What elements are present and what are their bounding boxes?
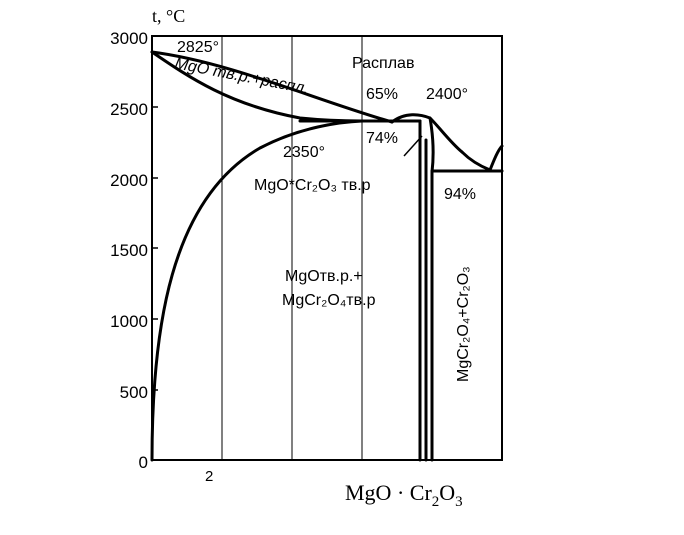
annotation-2825: 2825° [177,39,219,56]
y-tick-label: 1000 [110,312,148,331]
region-label-mgo-melt: MgO тв.р.+распл. [173,55,310,98]
annotation-2400: 2400° [426,86,468,103]
region-label-spinel-ss: MgO*Cr₂O₃ тв.р [254,177,371,194]
y-tick-label: 1500 [110,241,148,260]
y-tick-label: 500 [120,383,148,402]
region-label-mgo-spinel-line2: MgCr₂O₄тв.р [282,292,376,309]
region-label-mgo-spinel-line1: MgOтв.р.+ [285,268,363,285]
cr2o3-liquidus [460,144,504,172]
vertical-grid [221,36,363,460]
region-label-melt: Расплав [352,55,414,72]
annotation-2350: 2350° [283,144,325,161]
y-tick-label: 2000 [110,171,148,190]
x-tick-label: 2 [205,468,213,485]
liquidus-curve [150,50,394,124]
annotation-74: 74% [366,130,398,147]
leader-line-74 [403,135,423,157]
region-label-spinel-cr2o3: MgCr₂O₄+Cr₂O₃ [455,266,472,382]
compound-label: MgO · Cr2O3 [345,480,463,510]
annotation-94: 94% [444,186,476,203]
annotation-65: 65% [366,86,398,103]
y-axis-title: t, °C [152,6,185,26]
y-tick-label: 3000 [110,29,148,48]
y-tick-label: 0 [139,453,148,472]
y-tick-label: 2500 [110,100,148,119]
solvus-curve [150,119,364,462]
spinel-boundary-curve [428,116,435,174]
